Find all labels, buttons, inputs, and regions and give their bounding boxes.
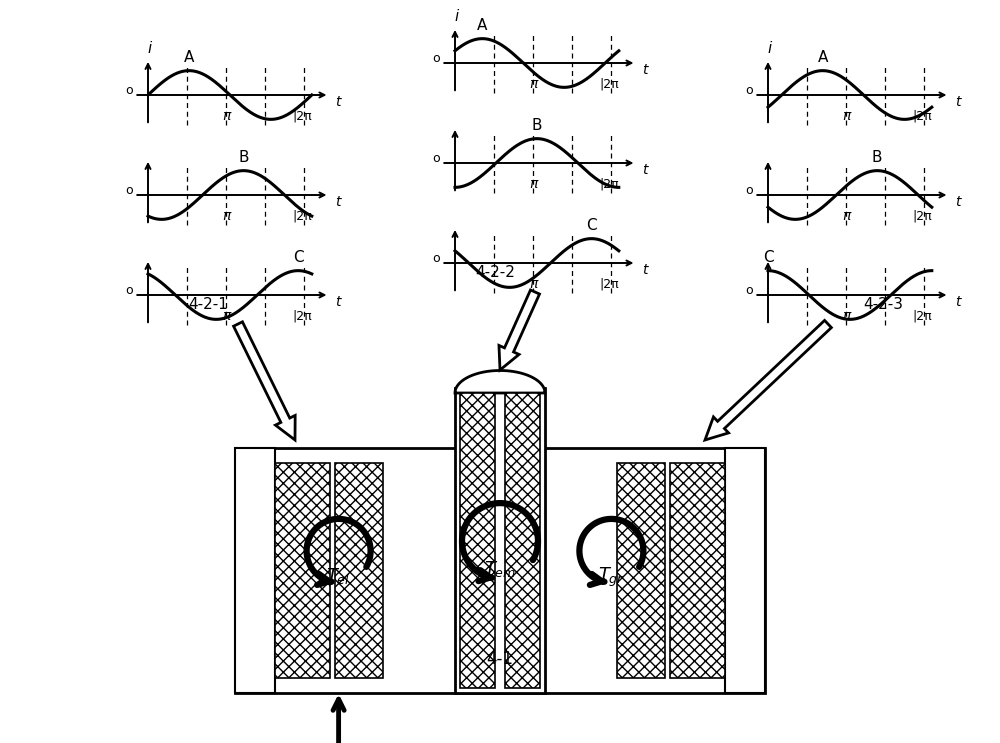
Text: o: o <box>745 184 752 197</box>
Bar <box>460 393 495 688</box>
Polygon shape <box>234 322 295 440</box>
Text: o: o <box>432 52 439 65</box>
Text: o: o <box>125 284 132 297</box>
Text: t: t <box>335 295 341 309</box>
Text: π: π <box>222 310 230 323</box>
Text: |2π: |2π <box>912 109 932 123</box>
Text: |2π: |2π <box>292 210 312 222</box>
Text: |2π: |2π <box>599 178 619 190</box>
Text: t: t <box>642 263 648 277</box>
Polygon shape <box>705 320 831 440</box>
Text: π: π <box>222 109 230 123</box>
Text: |2π: |2π <box>599 277 619 291</box>
Text: |2π: |2π <box>292 310 312 322</box>
Text: o: o <box>432 252 439 265</box>
Bar <box>505 393 540 688</box>
Text: π: π <box>842 210 850 224</box>
Text: i: i <box>455 9 459 24</box>
Text: π: π <box>529 277 537 291</box>
Text: o: o <box>125 84 132 97</box>
Text: o: o <box>745 84 752 97</box>
Text: 4-2-3: 4-2-3 <box>863 297 903 312</box>
Text: π: π <box>529 77 537 91</box>
Text: π: π <box>529 178 537 192</box>
Text: C: C <box>763 250 773 265</box>
Text: i: i <box>768 41 772 56</box>
Text: $T_{em}$: $T_{em}$ <box>484 559 516 579</box>
Text: t: t <box>955 295 961 309</box>
Text: |2π: |2π <box>912 310 932 322</box>
Text: A: A <box>184 50 194 65</box>
Text: $T_{gr}$: $T_{gr}$ <box>598 566 625 589</box>
Text: o: o <box>432 152 439 165</box>
Text: $T_{el}$: $T_{el}$ <box>326 566 351 586</box>
Bar <box>235 448 765 693</box>
Bar <box>725 448 765 693</box>
Text: i: i <box>148 41 152 56</box>
Text: |2π: |2π <box>292 109 312 123</box>
Text: |2π: |2π <box>912 210 932 222</box>
Bar <box>275 463 330 678</box>
Bar <box>670 463 725 678</box>
Text: B: B <box>872 150 882 165</box>
Bar <box>335 463 383 678</box>
Polygon shape <box>455 371 545 393</box>
Text: o: o <box>745 284 752 297</box>
Bar <box>235 448 275 693</box>
Text: π: π <box>222 210 230 224</box>
Bar <box>455 388 545 693</box>
Text: t: t <box>955 195 961 209</box>
Text: 4-2-1: 4-2-1 <box>188 297 228 312</box>
Text: A: A <box>817 50 828 65</box>
Text: π: π <box>842 310 850 323</box>
Text: t: t <box>335 195 341 209</box>
Text: t: t <box>335 95 341 109</box>
Text: π: π <box>842 109 850 123</box>
Text: t: t <box>642 63 648 77</box>
Polygon shape <box>499 290 540 370</box>
Text: B: B <box>238 150 249 165</box>
Bar <box>617 463 665 678</box>
Text: C: C <box>293 250 304 265</box>
Text: t: t <box>642 163 648 177</box>
Text: 4-2-2: 4-2-2 <box>475 265 515 280</box>
Text: |2π: |2π <box>599 77 619 91</box>
Text: B: B <box>532 118 542 133</box>
Text: o: o <box>125 184 132 197</box>
Text: t: t <box>955 95 961 109</box>
Text: C: C <box>586 218 597 233</box>
Text: A: A <box>477 18 487 33</box>
Text: 4-1: 4-1 <box>486 650 514 668</box>
